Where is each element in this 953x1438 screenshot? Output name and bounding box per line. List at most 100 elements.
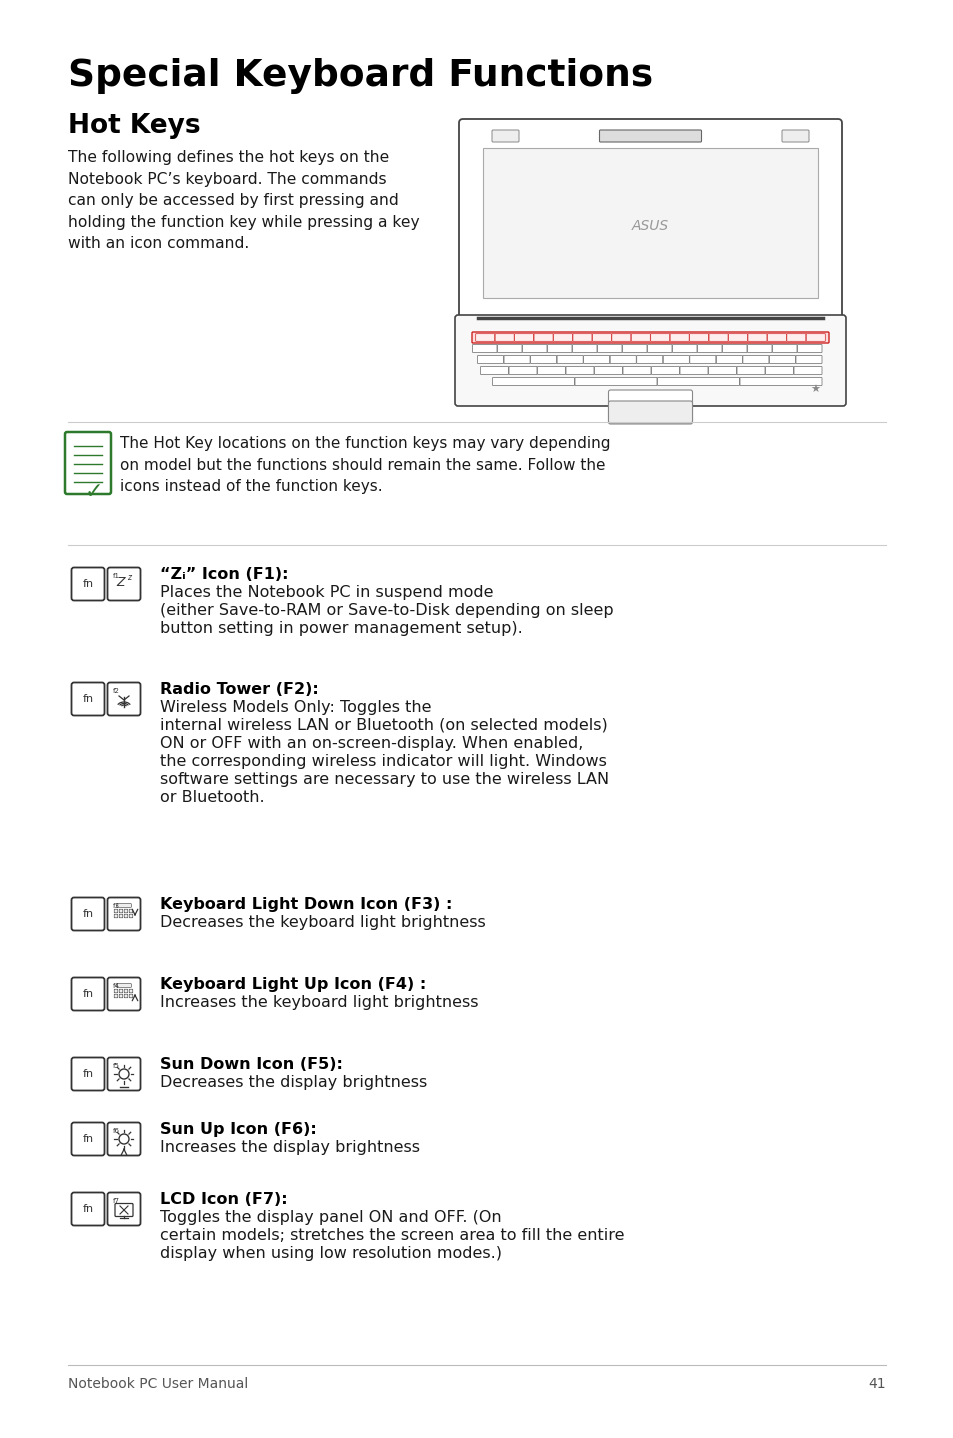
FancyBboxPatch shape	[114, 989, 117, 992]
FancyBboxPatch shape	[108, 978, 140, 1011]
Text: fn: fn	[82, 1135, 93, 1145]
Text: Increases the keyboard light brightness: Increases the keyboard light brightness	[160, 995, 478, 1009]
Text: fn: fn	[82, 580, 93, 590]
FancyBboxPatch shape	[108, 1192, 140, 1225]
FancyBboxPatch shape	[116, 984, 132, 988]
FancyBboxPatch shape	[740, 378, 821, 385]
Text: button setting in power management setup).: button setting in power management setup…	[160, 621, 522, 636]
FancyBboxPatch shape	[608, 390, 692, 424]
FancyBboxPatch shape	[124, 994, 128, 998]
FancyBboxPatch shape	[482, 148, 817, 298]
Text: the corresponding wireless indicator will light. Windows: the corresponding wireless indicator wil…	[160, 754, 606, 769]
FancyBboxPatch shape	[716, 355, 741, 364]
FancyBboxPatch shape	[124, 915, 128, 917]
FancyBboxPatch shape	[119, 915, 123, 917]
Text: f6: f6	[112, 1127, 120, 1135]
FancyBboxPatch shape	[129, 994, 132, 998]
Text: Hot Keys: Hot Keys	[68, 114, 200, 139]
FancyBboxPatch shape	[565, 367, 594, 374]
FancyBboxPatch shape	[71, 568, 105, 601]
Text: fn: fn	[82, 695, 93, 705]
Text: Sun Down Icon (F5):: Sun Down Icon (F5):	[160, 1057, 342, 1071]
Text: certain models; stretches the screen area to fill the entire: certain models; stretches the screen are…	[160, 1228, 624, 1242]
Text: “Zᵢ” Icon (F1):: “Zᵢ” Icon (F1):	[160, 567, 288, 582]
FancyBboxPatch shape	[65, 431, 111, 495]
Text: z: z	[127, 574, 131, 582]
Text: ON or OFF with an on-screen-display. When enabled,: ON or OFF with an on-screen-display. Whe…	[160, 736, 583, 751]
Text: Radio Tower (F2):: Radio Tower (F2):	[160, 682, 318, 697]
FancyBboxPatch shape	[71, 978, 105, 1011]
Text: 41: 41	[867, 1378, 885, 1391]
FancyBboxPatch shape	[573, 334, 592, 341]
FancyBboxPatch shape	[583, 355, 609, 364]
FancyBboxPatch shape	[622, 367, 650, 374]
FancyBboxPatch shape	[114, 909, 117, 913]
FancyBboxPatch shape	[651, 367, 679, 374]
FancyBboxPatch shape	[108, 683, 140, 716]
FancyBboxPatch shape	[480, 367, 508, 374]
FancyBboxPatch shape	[476, 334, 495, 341]
Text: The Hot Key locations on the function keys may vary depending
on model but the f: The Hot Key locations on the function ke…	[120, 436, 610, 495]
FancyBboxPatch shape	[455, 315, 845, 406]
FancyBboxPatch shape	[772, 345, 796, 352]
Text: Keyboard Light Down Icon (F3) :: Keyboard Light Down Icon (F3) :	[160, 897, 452, 912]
FancyBboxPatch shape	[129, 909, 132, 913]
FancyBboxPatch shape	[786, 334, 805, 341]
FancyBboxPatch shape	[647, 345, 671, 352]
Text: Places the Notebook PC in suspend mode: Places the Notebook PC in suspend mode	[160, 585, 493, 600]
FancyBboxPatch shape	[492, 129, 518, 142]
FancyBboxPatch shape	[793, 367, 821, 374]
FancyBboxPatch shape	[458, 119, 841, 322]
FancyBboxPatch shape	[631, 334, 650, 341]
Text: internal wireless LAN or Bluetooth (on selected models): internal wireless LAN or Bluetooth (on s…	[160, 718, 607, 733]
FancyBboxPatch shape	[708, 367, 736, 374]
Text: Increases the display brightness: Increases the display brightness	[160, 1140, 419, 1155]
FancyBboxPatch shape	[124, 989, 128, 992]
Text: fn: fn	[82, 989, 93, 999]
FancyBboxPatch shape	[557, 355, 582, 364]
Text: Special Keyboard Functions: Special Keyboard Functions	[68, 58, 653, 93]
FancyBboxPatch shape	[534, 334, 553, 341]
Text: Decreases the display brightness: Decreases the display brightness	[160, 1076, 427, 1090]
FancyBboxPatch shape	[662, 355, 689, 364]
FancyBboxPatch shape	[495, 334, 514, 341]
Text: Wireless Models Only: Toggles the: Wireless Models Only: Toggles the	[160, 700, 431, 715]
FancyBboxPatch shape	[797, 345, 821, 352]
FancyBboxPatch shape	[728, 334, 747, 341]
FancyBboxPatch shape	[108, 1057, 140, 1090]
Text: ASUS: ASUS	[631, 219, 668, 233]
Text: Keyboard Light Up Icon (F4) :: Keyboard Light Up Icon (F4) :	[160, 976, 426, 992]
FancyBboxPatch shape	[747, 334, 766, 341]
FancyBboxPatch shape	[572, 345, 597, 352]
FancyBboxPatch shape	[769, 355, 795, 364]
FancyBboxPatch shape	[514, 334, 533, 341]
FancyBboxPatch shape	[764, 367, 793, 374]
FancyBboxPatch shape	[108, 897, 140, 930]
FancyBboxPatch shape	[114, 994, 117, 998]
FancyBboxPatch shape	[597, 345, 621, 352]
Text: f7: f7	[112, 1198, 120, 1204]
FancyBboxPatch shape	[472, 332, 828, 344]
FancyBboxPatch shape	[530, 355, 556, 364]
Text: f4: f4	[112, 984, 120, 989]
Text: f3: f3	[112, 903, 120, 909]
FancyBboxPatch shape	[124, 909, 128, 913]
FancyBboxPatch shape	[672, 345, 697, 352]
Text: Sun Up Icon (F6):: Sun Up Icon (F6):	[160, 1122, 316, 1137]
FancyBboxPatch shape	[71, 1192, 105, 1225]
FancyBboxPatch shape	[492, 378, 574, 385]
FancyBboxPatch shape	[116, 903, 132, 907]
FancyBboxPatch shape	[795, 355, 821, 364]
FancyBboxPatch shape	[115, 1204, 132, 1217]
Text: Toggles the display panel ON and OFF. (On: Toggles the display panel ON and OFF. (O…	[160, 1209, 501, 1225]
FancyBboxPatch shape	[598, 129, 700, 142]
FancyBboxPatch shape	[537, 367, 565, 374]
FancyBboxPatch shape	[742, 355, 768, 364]
FancyBboxPatch shape	[71, 1057, 105, 1090]
Text: f5: f5	[112, 1063, 120, 1068]
Text: Decreases the keyboard light brightness: Decreases the keyboard light brightness	[160, 915, 485, 930]
Text: (either Save-to-RAM or Save-to-Disk depending on sleep: (either Save-to-RAM or Save-to-Disk depe…	[160, 603, 613, 618]
FancyBboxPatch shape	[522, 345, 546, 352]
FancyBboxPatch shape	[594, 367, 622, 374]
FancyBboxPatch shape	[71, 683, 105, 716]
